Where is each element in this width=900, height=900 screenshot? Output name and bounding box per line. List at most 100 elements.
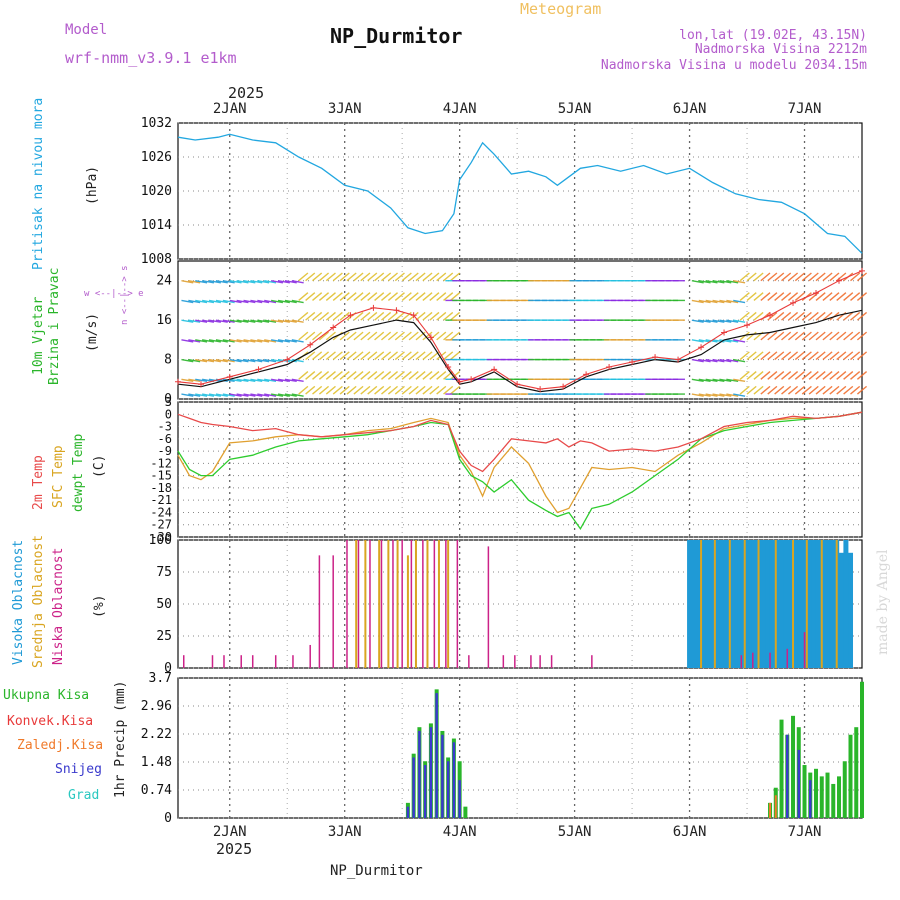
cloud-bar (719, 540, 724, 668)
precip-bar (447, 761, 450, 818)
cloud-bar (692, 540, 697, 668)
wind-compass-ew: w <--|--> e (84, 289, 144, 299)
year-label-top: 2025 (228, 84, 264, 102)
precip-bar (803, 765, 807, 818)
wind-tick-label: 16 (156, 313, 172, 328)
cloud-bar (426, 540, 428, 668)
cloud-bar (700, 540, 702, 668)
cloud-bar (223, 655, 225, 668)
cloud-label-2: Srednja Oblacnost (31, 535, 46, 668)
cloud-bar (839, 553, 844, 668)
cloud-bar (775, 540, 777, 668)
wind-gust-marker (370, 305, 376, 311)
cloud-bar (779, 540, 784, 668)
wind-arrows-layer (181, 273, 866, 396)
temp-label-3: dewpt Temp (71, 434, 86, 512)
cloud-bar (741, 655, 743, 668)
precip-bar (860, 682, 864, 818)
precip-legend-total: Ukupna Kisa (3, 688, 89, 703)
wind-compass-ns: n <--|--> s (120, 265, 130, 325)
cloud-bar (769, 653, 771, 668)
cloud-bar (804, 632, 806, 668)
cloud-bar (183, 655, 185, 668)
cloud-bar (434, 540, 436, 668)
cloud-tick-label: 75 (156, 565, 172, 580)
cloud-bar (806, 540, 808, 668)
cloud-tick-label: 50 (156, 597, 172, 612)
cloud-bar (445, 540, 447, 668)
cloud-bar (387, 540, 389, 668)
precip-bar (412, 757, 415, 818)
cloud-bar (733, 540, 738, 668)
cloud-bar (758, 540, 760, 668)
precip-bar (430, 727, 433, 818)
day-label-top: 2JAN (213, 101, 247, 117)
pressure-panel-frame (178, 123, 862, 259)
precip-bar (441, 735, 444, 818)
cloud-bar (843, 540, 848, 668)
grid-layer (178, 123, 862, 818)
precip-legend-snow: Snijeg (55, 762, 102, 777)
precip-tick-label: 2.96 (141, 699, 172, 714)
day-label-top: 6JAN (673, 101, 707, 117)
precip-legend-conv: Konvek.Kisa (7, 714, 93, 729)
cloud-bar (369, 540, 371, 668)
wind-gust-marker (491, 366, 497, 372)
cloud-bar (705, 540, 710, 668)
precip-bar (435, 693, 438, 818)
cloud-bar (821, 540, 823, 668)
meteogram-chart: Model wrf-nmm_v3.9.1 e1km NP_Durmitor Me… (0, 0, 900, 900)
wind-gust-marker (393, 307, 399, 313)
page-title: NP_Durmitor (330, 24, 462, 48)
cloud-bar (551, 655, 553, 668)
cloud-bar (747, 540, 752, 668)
meteogram-subtitle: Meteogram (520, 0, 601, 18)
wind-gust-marker (721, 329, 727, 335)
day-label-bottom: 6JAN (673, 824, 707, 840)
pressure-tick-label: 1014 (141, 218, 172, 233)
cloud-bar (332, 555, 334, 668)
cloud-bar (503, 655, 505, 668)
precip-bar (820, 776, 824, 818)
precip-legend-graupel: Grad (68, 788, 99, 803)
model-elevation-label: Nadmorska Visina u modelu 2034.15m (601, 58, 867, 73)
cloud-label-1: Visoka Oblacnost (11, 540, 26, 665)
cloud-bar (530, 655, 532, 668)
precip-bar (453, 742, 456, 818)
wind-gust-marker (698, 344, 704, 350)
wind-unit: (m/s) (85, 313, 100, 352)
cloud-bar (514, 655, 516, 668)
precip-bar (418, 731, 421, 818)
cloud-bar (401, 540, 403, 668)
cloud-label-3: Niska Oblacnost (51, 548, 66, 665)
pressure-tick-label: 1032 (141, 116, 172, 131)
precip-bar (786, 735, 789, 818)
cloud-bar (447, 540, 449, 668)
cloud-bar (729, 540, 731, 668)
precip-bar (407, 807, 410, 818)
wind-gust-marker (790, 300, 796, 306)
cloud-bar (358, 540, 360, 668)
elevation-label: Nadmorska Visina 2212m (695, 42, 867, 57)
cloud-bar (457, 540, 459, 668)
wind-tick-label: 8 (164, 353, 172, 368)
cloud-bar (687, 540, 692, 668)
wind-gust-marker (744, 322, 750, 328)
cloud-bar (724, 540, 729, 668)
watermark: made by Angel (875, 549, 891, 655)
cloud-bar (765, 540, 770, 668)
cloud-bar (392, 540, 394, 668)
day-label-bottom: 4JAN (443, 824, 477, 840)
day-label-top: 4JAN (443, 101, 477, 117)
model-label: Model (65, 22, 107, 38)
wind-label-1: 10m Vjetar (31, 297, 46, 375)
precip-bar (798, 750, 801, 818)
cloud-bar (714, 540, 716, 668)
temp-label-1: 2m Temp (31, 455, 46, 510)
precip-bar (775, 795, 777, 818)
cloud-bar (752, 653, 754, 668)
precip-bar (463, 807, 467, 818)
cloud-bar (836, 540, 838, 668)
precip-tick-label: 0.74 (141, 783, 172, 798)
cloud-bar (539, 655, 541, 668)
